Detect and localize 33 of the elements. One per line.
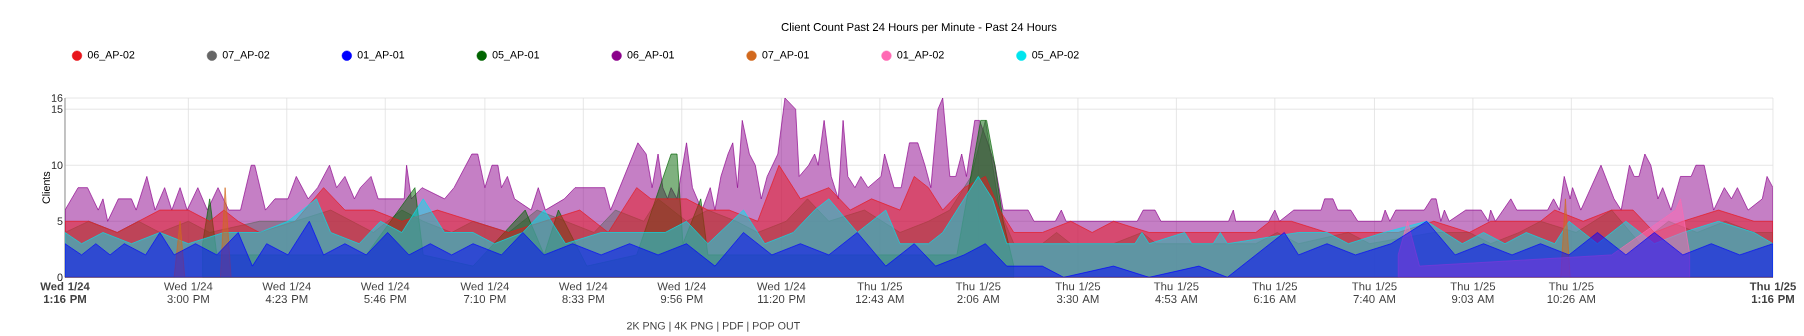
y-tick-label: 10 (51, 161, 63, 170)
y-tick-label: 16 (51, 94, 63, 102)
legend-label: 01_AP-01 (357, 50, 405, 61)
x-tick-label: Wed 1/24 9:56 PM (657, 282, 706, 304)
x-tick-label: Thu 1/25 9:03 AM (1450, 282, 1496, 304)
x-tick-label: Wed 1/24 8:33 PM (558, 282, 608, 304)
legend-label: 07_AP-02 (222, 50, 270, 61)
text: 2K PNG | 4K PNG | PDF | POP OUT (627, 321, 800, 332)
x-tick-label: Wed 1/24 1:16 PM (40, 282, 90, 304)
x-tick-label: Thu 1/25 3:30 AM (1055, 282, 1101, 304)
x-tick-label: Wed 1/24 7:10 PM (460, 282, 510, 304)
y-tick-label: 15 (51, 105, 63, 113)
x-tick-label: Thu 1/25 2:06 AM (955, 282, 1001, 304)
x-tick-label: Thu 1/25 10:26 AM (1547, 282, 1595, 304)
x-tick-label: Wed 1/24 11:20 PM (756, 282, 806, 304)
legend-label: 06_AP-01 (627, 50, 674, 61)
x-tick-label: Thu 1/25 1:16 PM (1749, 282, 1796, 304)
x-tick-label: Thu 1/25 6:16 AM (1252, 282, 1298, 304)
x-tick-label: Wed 1/24 3:00 PM (163, 282, 213, 304)
x-tick-label: Thu 1/25 7:40 AM (1352, 282, 1397, 304)
y-axis-title: Clients (42, 171, 50, 204)
legend-label: 07_AP-01 (762, 50, 809, 61)
chart-title: Client Count Past 24 Hours per Minute - Past 24 Hours (781, 22, 1057, 34)
x-tick-label: Wed 1/24 4:23 PM (262, 282, 311, 304)
y-tick-label: 5 (57, 217, 63, 226)
legend-label: 06_AP-02 (87, 50, 135, 61)
legend-label: 01_AP-02 (897, 50, 944, 61)
x-tick-label: Thu 1/25 4:53 AM (1153, 282, 1199, 304)
legend-label: 05_AP-01 (492, 50, 540, 61)
y-tick-label: 0 (57, 273, 63, 282)
x-tick-label: Thu 1/25 12:43 AM (856, 282, 904, 304)
legend-label: 05_AP-02 (1032, 50, 1079, 61)
x-tick-label: Wed 1/24 5:46 PM (360, 282, 410, 304)
